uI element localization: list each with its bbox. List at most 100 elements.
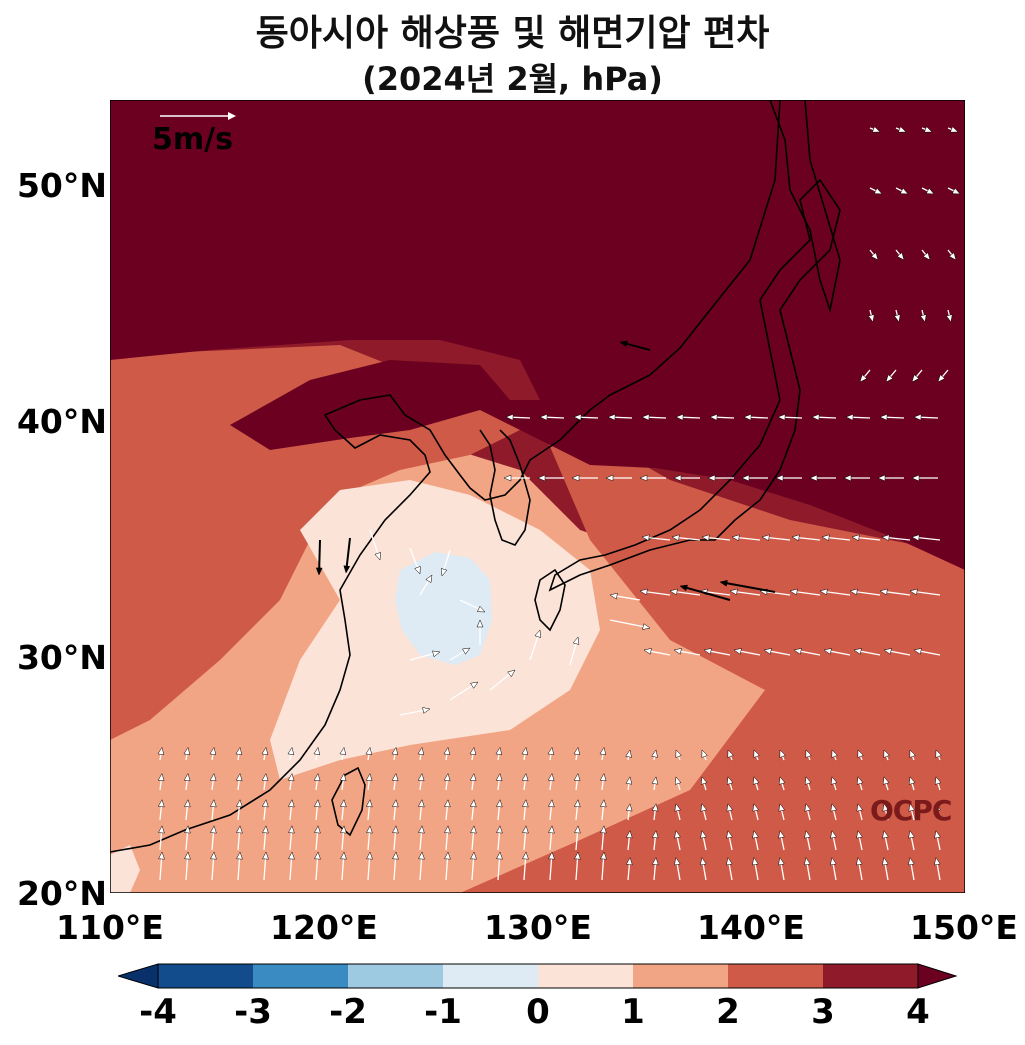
wind-vector-head xyxy=(743,413,752,421)
wind-vector-head xyxy=(469,799,477,808)
y-tick-20N: 20°N xyxy=(16,874,107,913)
wind-vector-head xyxy=(443,746,451,756)
wind-vector-head xyxy=(184,825,191,834)
wind-vector xyxy=(367,856,371,881)
wind-vector xyxy=(624,342,651,351)
wind-vector-head xyxy=(288,851,295,860)
wind-vector xyxy=(704,591,731,596)
wind-vector-head xyxy=(639,588,648,596)
wind-vector xyxy=(910,862,915,881)
wind-vector-head xyxy=(874,187,883,195)
wind-vector xyxy=(575,830,579,851)
wind-vector-head xyxy=(157,772,165,782)
wind-vector xyxy=(702,862,707,881)
wind-vector-head xyxy=(674,803,682,812)
wind-vector-head xyxy=(573,799,581,808)
anomaly-fill-4 xyxy=(110,100,965,570)
wind-vector-head xyxy=(625,776,633,785)
wind-vector-head xyxy=(701,534,710,542)
wind-vector-head xyxy=(495,772,503,782)
wind-vector-head xyxy=(700,803,708,812)
wind-vector xyxy=(544,416,565,419)
wind-vector-head xyxy=(158,825,165,834)
wind-vector-head xyxy=(391,746,399,756)
wind-vector xyxy=(497,804,501,821)
wind-vector-head xyxy=(158,851,165,860)
wind-vector xyxy=(341,830,345,851)
wind-vector-head xyxy=(701,749,708,758)
wind-vector xyxy=(211,856,215,881)
wind-vector-head xyxy=(821,534,830,542)
wind-vector xyxy=(646,536,671,541)
wind-vector-head xyxy=(778,776,786,785)
wind-vector-head xyxy=(804,776,812,785)
wind-vector-head xyxy=(741,474,750,482)
wind-vector-head xyxy=(881,856,889,866)
wind-vector xyxy=(549,830,553,851)
wind-vector xyxy=(367,804,371,821)
wind-vector-head xyxy=(288,825,295,834)
wind-vector xyxy=(794,591,821,596)
wind-vector-head xyxy=(235,799,243,808)
x-tick-130E: 130°E xyxy=(484,908,592,947)
wind-vector-head xyxy=(643,648,652,655)
wind-vector-head xyxy=(462,647,471,655)
wind-vector-head xyxy=(731,534,740,542)
wind-vector-head xyxy=(937,374,946,383)
wind-vector-head xyxy=(908,776,916,785)
wind-vector-head xyxy=(934,830,941,839)
wind-vector-head xyxy=(933,856,941,866)
wind-vector-head xyxy=(417,799,425,808)
x-tick-140E: 140°E xyxy=(697,908,805,947)
wind-vector-head xyxy=(726,830,733,839)
wind-vector-head xyxy=(209,746,217,756)
wind-vector-head xyxy=(470,825,477,834)
wind-vector-head xyxy=(425,574,433,583)
wind-vector xyxy=(768,650,791,656)
wind-vector xyxy=(918,650,941,656)
wind-vector-head xyxy=(879,413,888,421)
wind-vector-head xyxy=(469,746,477,756)
wind-vector xyxy=(780,862,785,881)
wind-vector xyxy=(724,581,776,593)
wind-vector xyxy=(884,416,905,419)
wind-vector-head xyxy=(703,648,712,655)
wind-vector-head xyxy=(673,648,682,655)
wind-vector-head xyxy=(896,252,905,261)
wind-vector-head xyxy=(907,856,915,866)
wind-vector-head xyxy=(315,567,323,576)
wind-vector xyxy=(754,835,759,851)
wind-vector-head xyxy=(952,187,961,195)
wind-vector xyxy=(824,591,851,596)
wind-vector-head xyxy=(830,830,837,839)
wind-vector-head xyxy=(934,803,942,812)
wind-vector-head xyxy=(777,413,786,421)
wind-vector xyxy=(489,672,512,691)
wind-vector-head xyxy=(909,588,918,596)
wind-vector-head xyxy=(476,619,484,628)
wind-vector-head xyxy=(867,314,875,323)
wind-vector-head xyxy=(391,799,399,808)
wind-vector xyxy=(159,804,163,821)
wind-vector-head xyxy=(879,588,888,596)
wind-vector xyxy=(529,634,540,661)
wind-vector xyxy=(185,804,189,821)
wind-vector xyxy=(369,529,380,556)
wind-vector xyxy=(575,804,579,821)
wind-vector-head xyxy=(843,474,852,482)
wind-vector-head xyxy=(539,413,548,421)
wind-vector-head xyxy=(340,825,347,834)
wind-vector-head xyxy=(819,588,828,596)
wind-vector-head xyxy=(547,746,555,756)
wind-vector-head xyxy=(651,803,659,812)
wind-vector xyxy=(409,547,419,570)
chart-subtitle: (2024년 2월, hPa) xyxy=(362,60,663,98)
wind-vector xyxy=(614,595,641,601)
wind-vector xyxy=(523,830,527,851)
wind-vector-head xyxy=(924,126,933,133)
wind-vector-head xyxy=(845,413,854,421)
wind-vector-head xyxy=(157,799,165,808)
wind-vector xyxy=(884,835,889,851)
colorbar-tick: -3 xyxy=(234,992,272,1032)
wind-vector xyxy=(702,835,707,851)
